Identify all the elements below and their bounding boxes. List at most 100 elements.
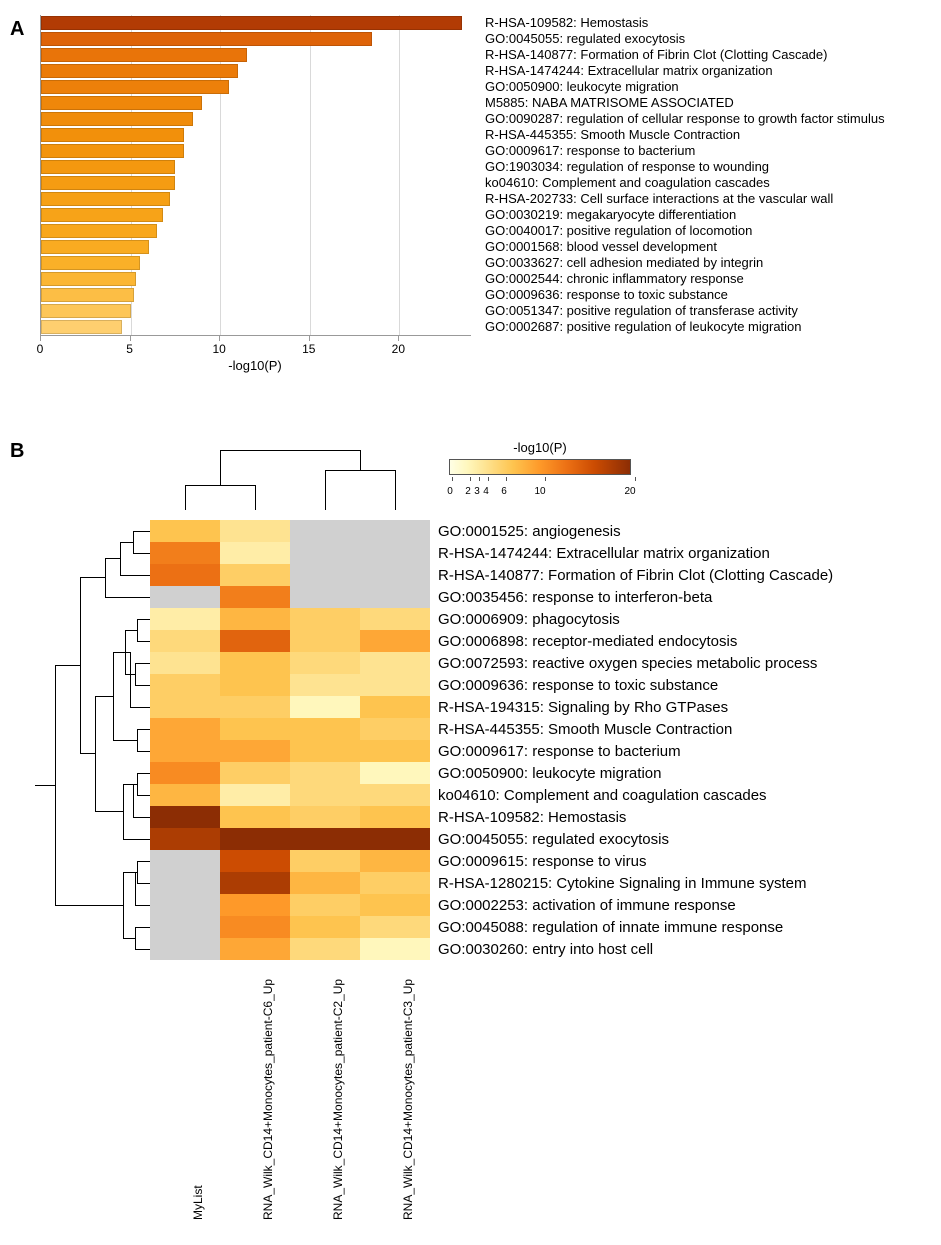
heatmap-cell [150,828,220,850]
row-label: GO:0009617: response to bacterium [438,743,681,760]
row-label: GO:0045055: regulated exocytosis [438,831,669,848]
heatmap-cell [290,784,360,806]
heatmap-cell [360,784,430,806]
heatmap-cell [150,696,220,718]
colorbar-title: -log10(P) [440,440,640,455]
dendrogram-line [255,485,256,510]
heatmap-cell [360,806,430,828]
x-tick [40,336,41,341]
bar-label: GO:0051347: positive regulation of trans… [485,303,885,319]
dendrogram-line [123,872,124,938]
bar-label: M5885: NABA MATRISOME ASSOCIATED [485,95,885,111]
dendrogram-line [105,558,106,597]
colorbar-ticks: 023461020 [450,477,630,493]
dendrogram-line [137,773,150,774]
x-tick-label: 15 [302,342,315,356]
bar-label: GO:0045055: regulated exocytosis [485,31,885,47]
bar [41,304,131,318]
heatmap-cell [150,872,220,894]
bar [41,240,149,254]
bar [41,64,238,78]
dendrogram-line [135,663,150,664]
dendrogram-line [137,729,138,751]
bar [41,320,122,334]
dendrogram-line [133,531,150,532]
dendrogram-line [135,663,136,685]
heatmap-cell [360,674,430,696]
dendrogram-line [185,485,255,486]
dendrogram-line [113,652,114,740]
row-label: GO:0035456: response to interferon-beta [438,589,712,606]
panel-b: -log10(P) 023461020 GO:0001525: angiogen… [20,430,920,1230]
heatmap-cell [220,872,290,894]
dendrogram-line [95,696,96,811]
dendrogram-line [325,470,395,471]
bar-label: R-HSA-140877: Formation of Fibrin Clot (… [485,47,885,63]
heatmap-cell [360,696,430,718]
dendrogram-line [137,861,150,862]
heatmap-cell [150,564,220,586]
dendrogram-line [123,938,135,939]
dendrogram-line [123,784,133,785]
bar-label: R-HSA-202733: Cell surface interactions … [485,191,885,207]
dendrogram-line [107,811,123,812]
dendrogram-line [133,553,150,554]
dendrogram-line [137,729,150,730]
row-label: R-HSA-1280215: Cytokine Signaling in Imm… [438,875,807,892]
bar-label: GO:0002687: positive regulation of leuko… [485,319,885,335]
heatmap-cell [360,542,430,564]
row-label: GO:0072593: reactive oxygen species meta… [438,655,817,672]
row-label: GO:0002253: activation of immune respons… [438,897,736,914]
dendrogram-line [100,905,123,906]
x-tick [309,336,310,341]
column-label: RNA_Wilk_CD14+Monocytes_patient-C3_Up [401,979,415,1220]
dendrogram-line [325,470,326,510]
row-label: R-HSA-1474244: Extracellular matrix orga… [438,545,770,562]
bar-label: R-HSA-445355: Smooth Muscle Contraction [485,127,885,143]
heatmap-cell [220,718,290,740]
x-tick-label: 10 [212,342,225,356]
row-label: GO:0006898: receptor-mediated endocytosi… [438,633,737,650]
bar-label: R-HSA-109582: Hemostasis [485,15,885,31]
dendrogram-line [80,753,95,754]
heatmap-cell [220,542,290,564]
x-axis-label: -log10(P) [228,358,281,373]
dendrogram-line [123,872,135,873]
heatmap-cell [150,608,220,630]
dendrogram-line [55,665,56,905]
dendrogram-line [130,652,131,707]
dendrogram-line [137,619,150,620]
heatmap-cell [150,894,220,916]
dendrogram-line [55,905,100,906]
heatmap-cell [150,850,220,872]
heatmap-cell [220,938,290,960]
column-label: RNA_Wilk_CD14+Monocytes_patient-C2_Up [331,979,345,1220]
bar [41,160,175,174]
heatmap-cell [220,564,290,586]
x-tick [130,336,131,341]
row-label: GO:0001525: angiogenesis [438,523,621,540]
column-label: MyList [191,1185,205,1220]
bar-label: GO:0001568: blood vessel development [485,239,885,255]
heatmap-cell [360,828,430,850]
x-tick [398,336,399,341]
dendrogram-line [395,470,396,510]
colorbar-tick: 2 [468,477,474,499]
heatmap-cell [360,608,430,630]
heatmap-cell [290,762,360,784]
heatmap-cell [290,564,360,586]
dendrogram-line [95,696,113,697]
heatmap-cell [220,894,290,916]
heatmap-cell [360,564,430,586]
dendrogram-line [133,531,134,553]
heatmap-cell [360,762,430,784]
row-label: R-HSA-140877: Formation of Fibrin Clot (… [438,567,833,584]
row-label: GO:0009615: response to virus [438,853,646,870]
colorbar-tick: 4 [486,477,492,499]
column-label: RNA_Wilk_CD14+Monocytes_patient-C6_Up [261,979,275,1220]
x-tick-label: 20 [392,342,405,356]
heatmap-cell [220,608,290,630]
heatmap-cell [290,586,360,608]
x-tick-label: 0 [37,342,44,356]
heatmap-cell [290,938,360,960]
